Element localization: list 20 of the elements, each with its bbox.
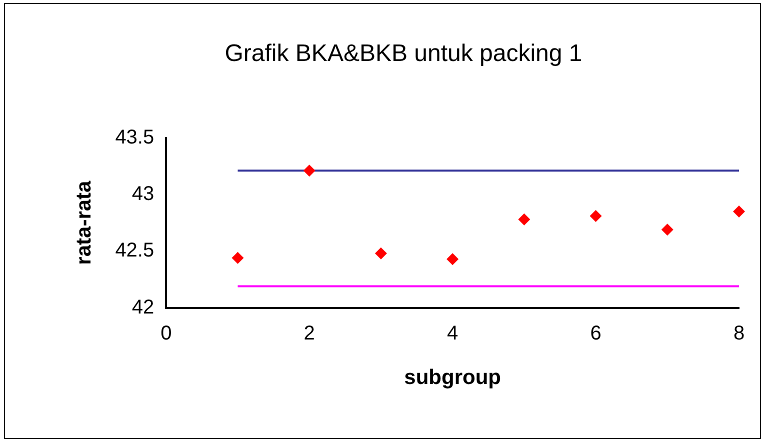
- x-tick-label: 4: [447, 322, 458, 344]
- x-tick-label: 0: [160, 322, 172, 344]
- point: [303, 164, 316, 177]
- point: [590, 210, 602, 222]
- x-tick-label: 2: [304, 322, 315, 344]
- x-axis-title: subgroup: [404, 366, 501, 390]
- y-tick-label: 43: [132, 182, 154, 205]
- chart-title: Grafik BKA&BKB untuk packing 1: [224, 40, 582, 68]
- x-tick-label: 6: [590, 322, 602, 344]
- y-axis-title: rata-rata: [72, 180, 96, 265]
- point: [733, 205, 745, 218]
- y-tick-label: 42.5: [115, 240, 154, 262]
- x-tick-label: 8: [733, 322, 745, 344]
- point: [661, 224, 674, 236]
- y-tick-label: 43.5: [115, 126, 154, 148]
- point: [374, 247, 387, 260]
- y-tick-label: 42: [132, 296, 154, 318]
- point: [446, 253, 459, 266]
- point: [518, 213, 530, 226]
- point: [232, 252, 244, 264]
